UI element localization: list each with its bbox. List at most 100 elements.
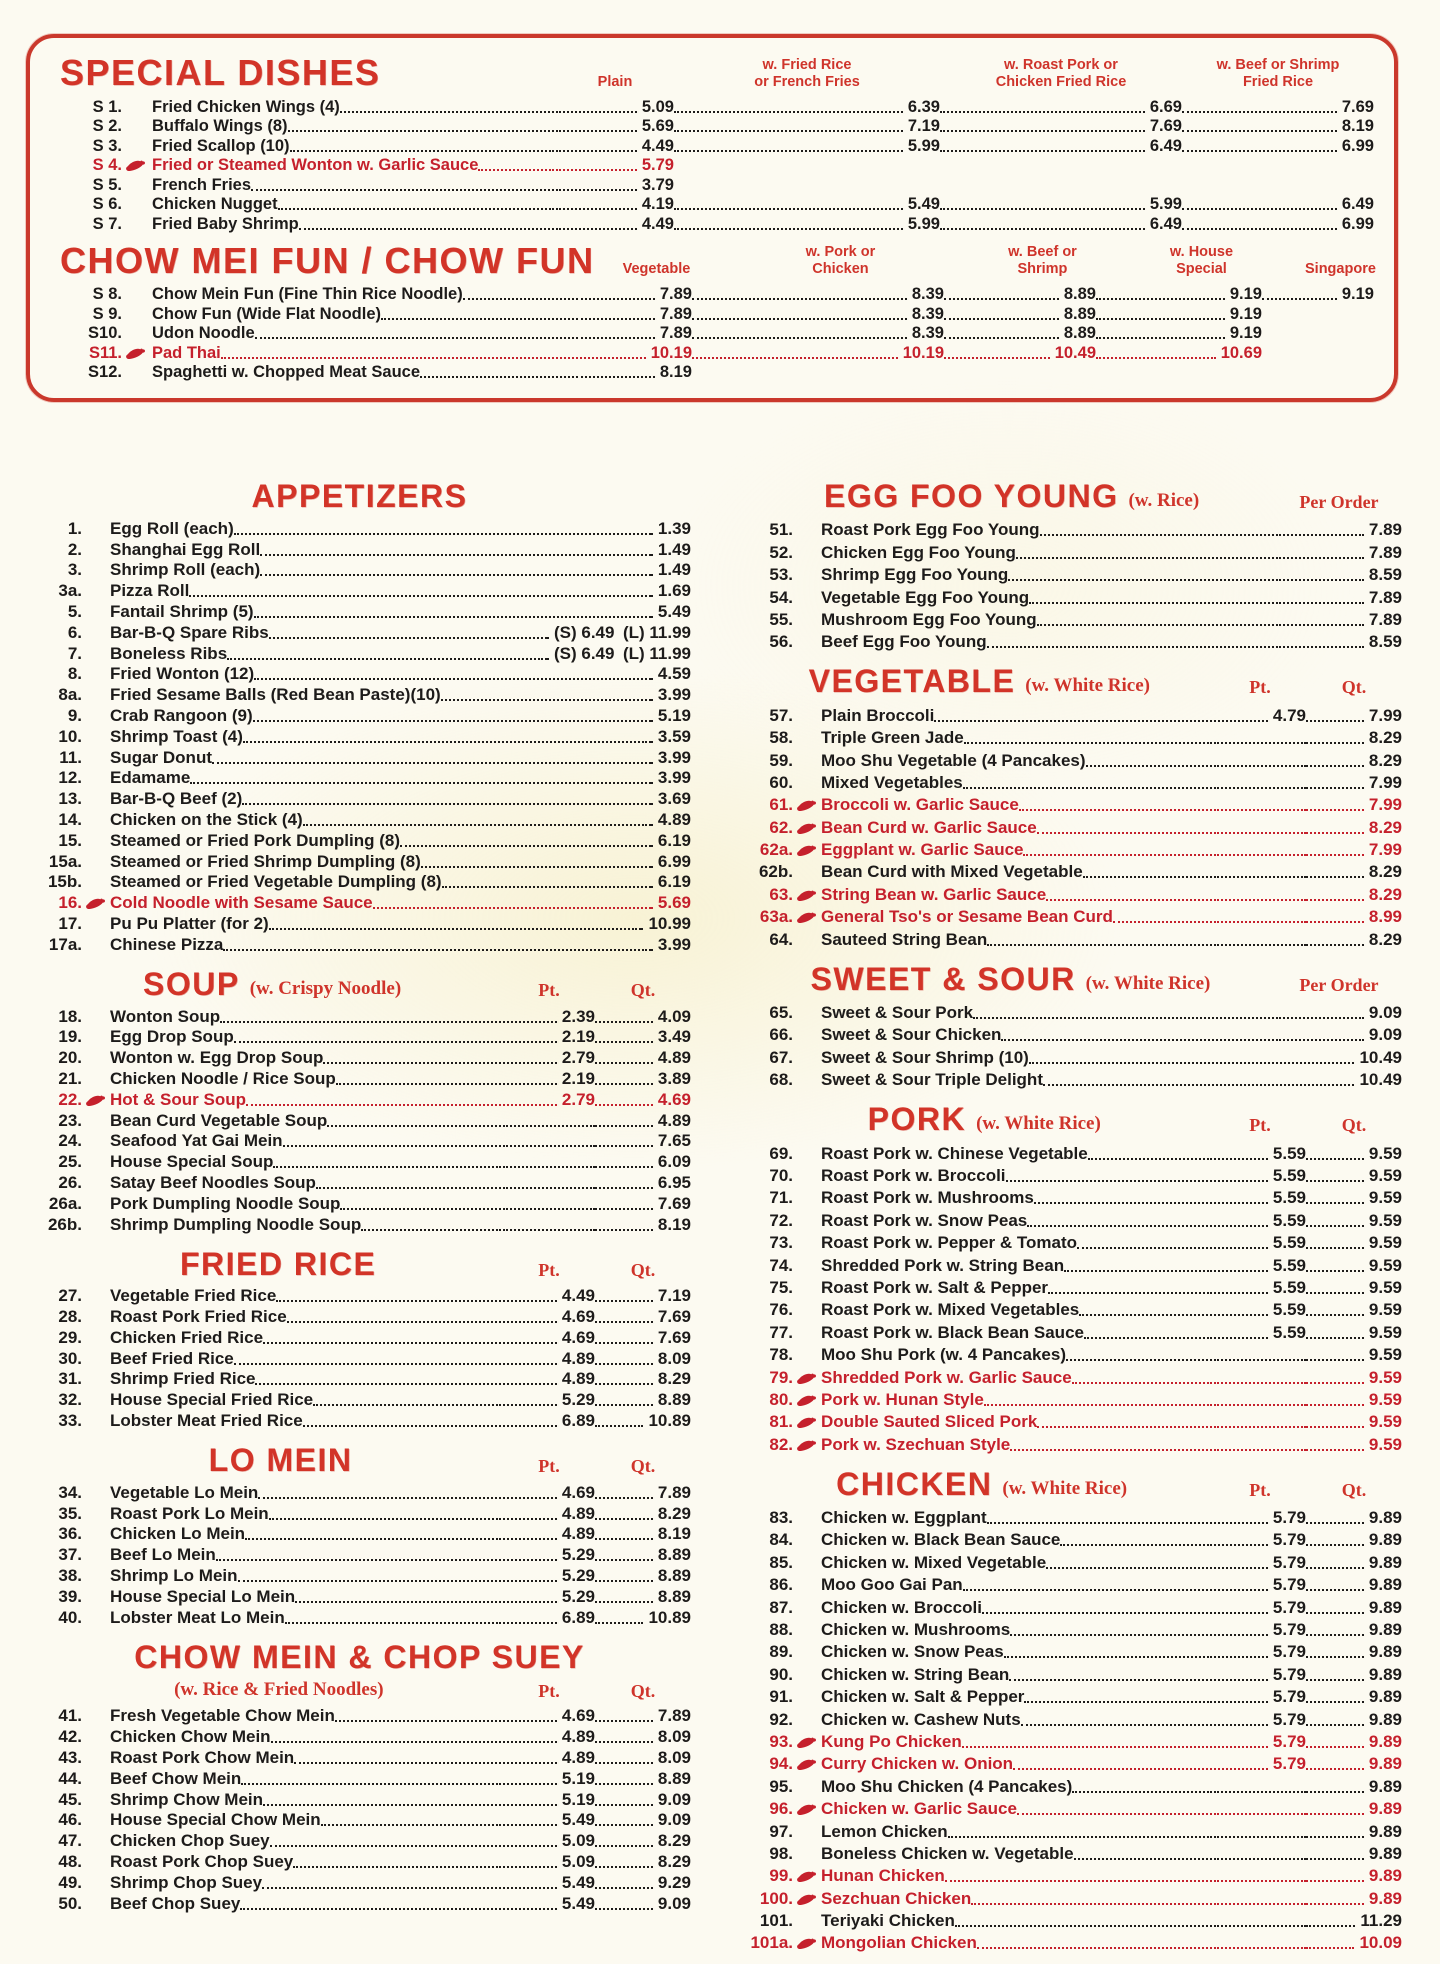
item-price: 5.59	[1272, 1210, 1306, 1230]
menu-item: 75. Roast Pork w. Salt & Pepper 5.59 9.59	[739, 1276, 1402, 1298]
item-number: 97.	[769, 1821, 793, 1841]
price-cell	[1214, 1947, 1306, 1953]
price-cell: 2.79	[503, 1048, 595, 1068]
dot-leader	[1306, 1857, 1364, 1860]
item-number: 34.	[58, 1482, 82, 1502]
dot-leader	[263, 1803, 501, 1806]
price-cell	[1214, 1403, 1306, 1410]
item-number: 45.	[58, 1789, 82, 1809]
item-price: 7.99	[1368, 795, 1402, 815]
item-price: 3.59	[657, 726, 691, 746]
item-number: 59.	[769, 750, 793, 770]
price-cell: 6.19	[648, 872, 691, 892]
price-cell: 7.89	[1276, 520, 1402, 540]
item-price: 1.49	[657, 539, 691, 559]
price-cell: 4.89	[648, 810, 691, 830]
item-name: Curry Chicken w. Onion	[821, 1754, 1014, 1774]
item-name: Boneless Chicken w. Vegetable	[821, 1843, 1074, 1863]
price-cell: 9.09	[595, 1810, 691, 1830]
menu-item: 40. Lobster Meat Lo Mein 6.89 10.89	[28, 1607, 691, 1628]
item-number: 83.	[769, 1508, 793, 1528]
section-subtitle: (w. White Rice)	[1085, 972, 1211, 994]
dot-leader	[1306, 1269, 1364, 1272]
item-price: 10.09	[1359, 1933, 1402, 1953]
item-price: 8.19	[1341, 117, 1374, 135]
menu-item: S 8. Chow Mein Fun (Fine Thin Rice Noodle…	[60, 285, 1374, 305]
menu-item: 63a. General Tso's or Sesame Bean Curd 8.9…	[739, 905, 1402, 927]
item-price: 5.59	[1272, 1277, 1306, 1297]
item-name: Chicken w. Salt & Pepper	[821, 1687, 1025, 1707]
dot-leader	[595, 1103, 653, 1106]
column-header: Qt.	[630, 979, 656, 1000]
item-number: S 9.	[92, 304, 122, 323]
item-price: 8.89	[657, 1566, 691, 1586]
item-price: 4.19	[641, 195, 674, 213]
item-price: 5.09	[561, 1852, 595, 1872]
price-cell: 9.89	[1306, 1710, 1402, 1730]
item-number: S12.	[88, 363, 122, 381]
chili-pepper-icon	[797, 1395, 817, 1406]
price-cell: 10.49	[944, 344, 1096, 363]
item-number: 62b.	[758, 862, 793, 882]
menu-item: 36. Chicken Lo Mein 4.89 8.19	[28, 1524, 691, 1545]
dot-leader	[1027, 1224, 1212, 1227]
section-title: VEGETABLE	[808, 663, 1016, 700]
item-price: 7.69	[1341, 97, 1374, 116]
item-price: 9.89	[1368, 1552, 1402, 1572]
item-price: 8.39	[911, 304, 944, 323]
dot-leader	[1096, 317, 1225, 320]
item-number: 36.	[58, 1524, 82, 1544]
item-price: 8.89	[657, 1390, 691, 1410]
section-title: CHICKEN	[836, 1465, 993, 1502]
section-pork: PORK (w. White Rice) Pt. Qt. 69. Roast Pork w…	[739, 1101, 1402, 1454]
price-cell: 9.89	[1306, 1822, 1402, 1842]
item-name: Buffalo Wings (8)	[152, 117, 288, 135]
item-number: 44.	[58, 1768, 82, 1788]
item-number: 65.	[769, 1003, 793, 1023]
dot-leader	[286, 1321, 501, 1324]
item-name: Roast Pork w. Mushrooms	[821, 1188, 1034, 1208]
price-cell	[1214, 1359, 1306, 1365]
dot-leader	[287, 130, 554, 132]
item-price: 9.09	[657, 1789, 691, 1809]
dot-leader	[1276, 579, 1364, 582]
price-cell: 8.99	[1306, 907, 1402, 927]
price-cell: 9.89	[1306, 1889, 1402, 1909]
dot-leader	[556, 208, 637, 210]
item-name: Moo Shu Chicken (4 Pancakes)	[821, 1776, 1073, 1796]
dot-leader	[503, 1082, 557, 1085]
item-price: 5.59	[1272, 1322, 1306, 1342]
price-cell: 5.79	[1214, 1553, 1306, 1573]
item-number: 57.	[769, 705, 793, 725]
menu-item: 15b. Steamed or Fried Vegetable Dumpling …	[28, 872, 691, 893]
section-lo-mein: LO MEIN Pt. Qt. 34. Vegetable Lo Mein 4.69 7.8…	[28, 1442, 691, 1628]
item-number: 76.	[769, 1300, 793, 1320]
dot-leader	[503, 1404, 557, 1407]
item-price: 6.99	[657, 851, 691, 871]
price-cell: 7.99	[1306, 706, 1402, 726]
price-cell	[1214, 1448, 1306, 1455]
item-number: 15.	[58, 830, 82, 850]
price-cell: 7.69	[595, 1307, 691, 1327]
chili-pepper-icon	[797, 890, 817, 901]
price-cell: 3.99	[648, 685, 691, 705]
item-name: Bar-B-Q Beef (2)	[110, 789, 243, 809]
item-price: 6.39	[907, 97, 940, 116]
dot-leader	[1066, 1359, 1212, 1362]
item-price: 7.65	[657, 1131, 691, 1151]
section-title: SWEET & SOUR	[810, 960, 1076, 997]
dot-leader	[1182, 130, 1337, 132]
dot-leader	[1214, 1902, 1306, 1905]
dot-leader	[420, 865, 647, 868]
dot-leader	[674, 110, 903, 113]
dot-leader	[1306, 1880, 1364, 1883]
dot-leader	[595, 1621, 644, 1624]
dot-leader	[242, 740, 647, 743]
column-header: Qt.	[630, 1680, 656, 1701]
dot-leader	[420, 376, 574, 378]
item-number: 1.	[67, 518, 82, 538]
chili-pepper-icon	[797, 1871, 817, 1883]
price-cell: 9.89	[1306, 1642, 1402, 1662]
item-name: Chicken Chow Mein	[110, 1727, 271, 1747]
price-cell: 6.95	[595, 1173, 691, 1193]
